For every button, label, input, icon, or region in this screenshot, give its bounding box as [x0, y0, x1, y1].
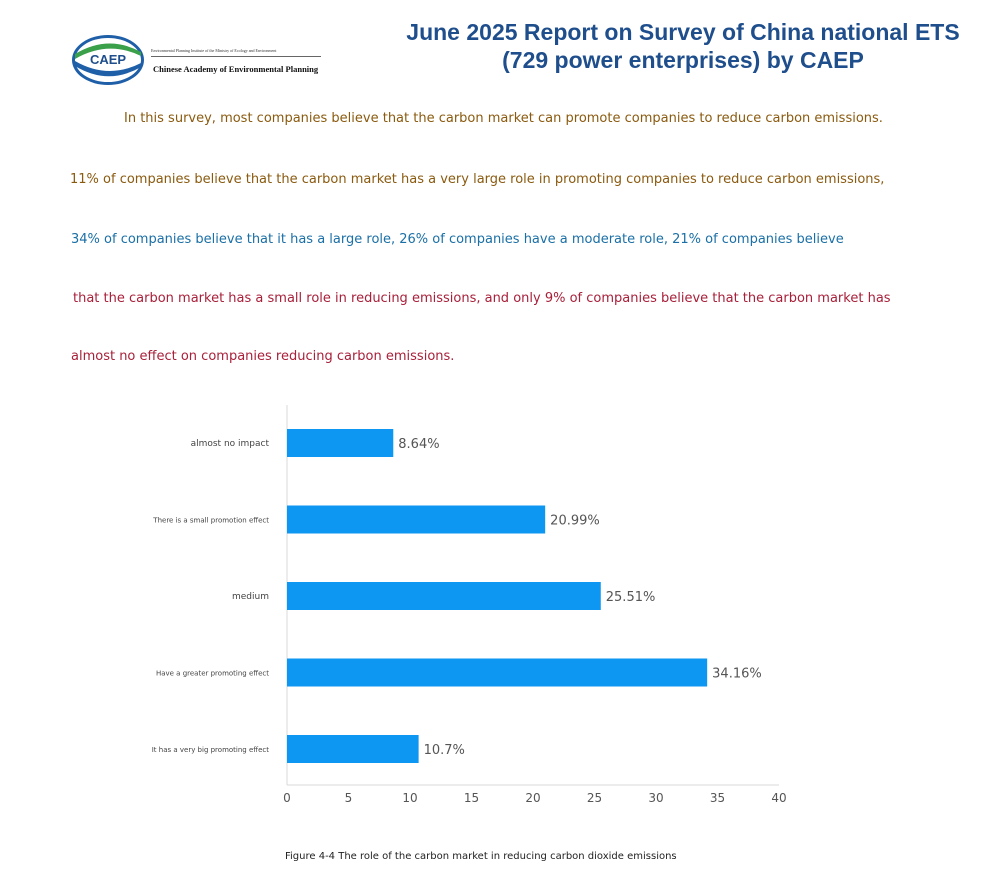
x-tick-label: 30: [648, 791, 663, 805]
category-label: medium: [232, 592, 269, 602]
data-label: 8.64%: [398, 437, 439, 452]
x-tick-label: 25: [587, 791, 602, 805]
paragraph-5: almost no effect on companies reducing c…: [71, 349, 455, 364]
page-title: June 2025 Report on Survey of China nati…: [378, 18, 988, 74]
paragraph-4: that the carbon market has a small role …: [73, 291, 891, 306]
paragraph-1: In this survey, most companies believe t…: [124, 111, 883, 126]
x-tick-label: 0: [283, 791, 291, 805]
bar-chart: almost no impact 8.64% There is a small pr…: [152, 405, 787, 805]
category-label: almost no impact: [191, 439, 270, 449]
bar: [287, 582, 601, 610]
title-line-2: (729 power enterprises) by CAEP: [502, 47, 864, 73]
x-tick-label: 35: [710, 791, 725, 805]
data-label: 25.51%: [606, 590, 656, 605]
logo-divider: [151, 56, 321, 57]
logo-acronym: CAEP: [90, 52, 126, 67]
bar: [287, 429, 394, 457]
caep-emblem-icon: CAEP: [70, 32, 148, 88]
caep-logo: CAEP Environmental Planning Institute of…: [70, 32, 340, 90]
category-label: It has a very big promoting effect: [152, 746, 270, 754]
x-tick-label: 10: [402, 791, 417, 805]
logo-name: Chinese Academy of Environmental Plannin…: [153, 64, 319, 74]
x-tick-label: 40: [771, 791, 786, 805]
paragraph-2: 11% of companies believe that the carbon…: [70, 172, 885, 187]
x-tick-label: 15: [464, 791, 479, 805]
category-label: There is a small promotion effect: [152, 517, 269, 525]
data-label: 10.7%: [424, 743, 465, 758]
bar: [287, 658, 708, 687]
logo-subtitle: Environmental Planning Institute of the …: [151, 48, 277, 53]
x-tick-label: 20: [525, 791, 540, 805]
figure-caption: Figure 4-4 The role of the carbon market…: [285, 851, 677, 862]
data-label: 34.16%: [712, 667, 762, 682]
category-label: Have a greater promoting effect: [156, 670, 269, 678]
x-tick-label: 5: [345, 791, 353, 805]
bar: [287, 735, 419, 763]
title-line-1: June 2025 Report on Survey of China nati…: [406, 19, 960, 45]
bar: [287, 505, 546, 534]
data-label: 20.99%: [550, 514, 600, 529]
paragraph-3: 34% of companies believe that it has a l…: [71, 232, 844, 247]
